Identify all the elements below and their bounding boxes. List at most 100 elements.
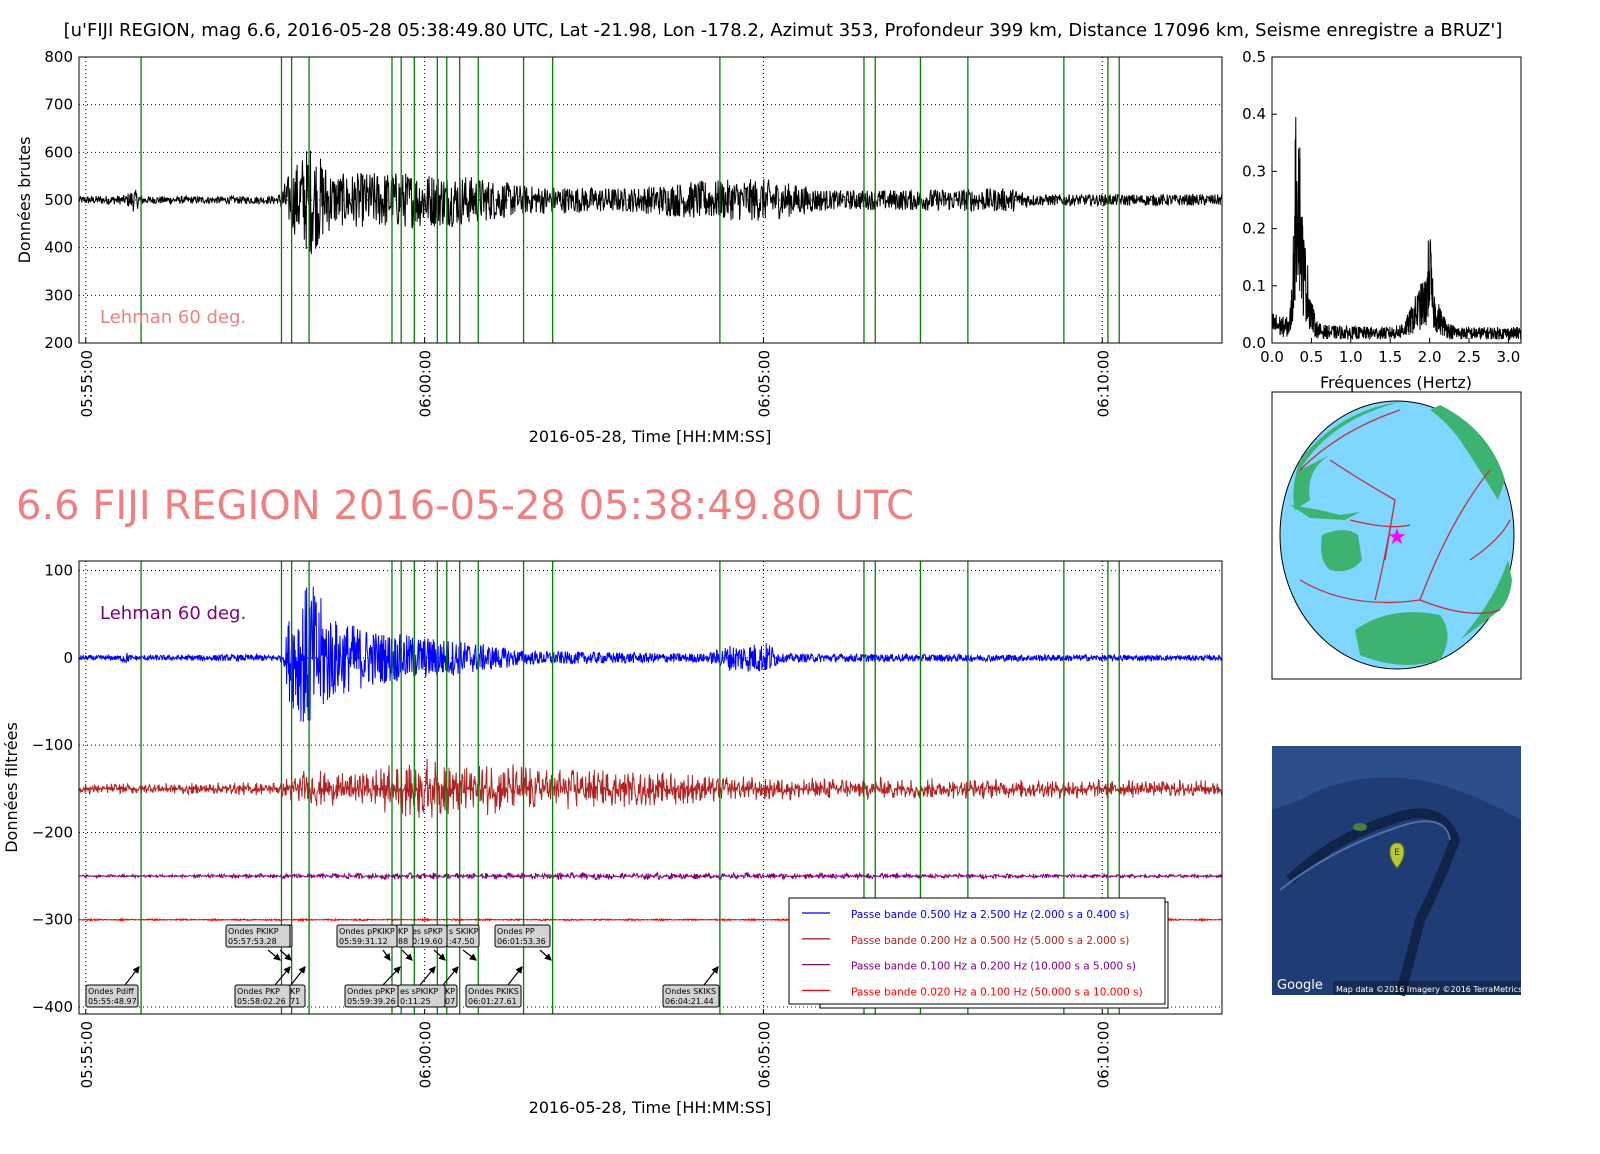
phase-arrow — [382, 949, 391, 961]
phase-arrow — [124, 966, 140, 986]
plate-boundaries — [1299, 409, 1511, 614]
spectrum-series — [1271, 116, 1522, 342]
phase-arrow — [433, 949, 446, 961]
y-tick-label: 0.4 — [1242, 105, 1266, 123]
phase-label-time: 06:04:21.44 — [665, 997, 714, 1006]
phase-label-name: Ondes pPKP — [347, 987, 395, 996]
phase-label-name: Ondes PP — [497, 927, 535, 936]
annotation-label: Lehman 60 deg. — [100, 603, 246, 624]
phase-arrow — [507, 966, 523, 986]
y-tick-label: −300 — [32, 911, 73, 929]
waveform-series-2 — [78, 871, 1222, 881]
phase-label-background — [662, 984, 720, 1008]
x-tick-label: 1.0 — [1339, 348, 1363, 366]
map-marker-label: E — [1394, 848, 1400, 858]
phase-label-time: 05:57:53.28 — [228, 937, 277, 946]
phase-label-name: Ondes PKP — [237, 987, 280, 996]
x-tick-label: 05:55:00 — [78, 1021, 96, 1088]
phase-arrow — [382, 966, 401, 986]
legend-frame — [788, 897, 1166, 1005]
x-tick-label: 06:10:00 — [1094, 350, 1112, 417]
y-tick-label: 0.1 — [1242, 277, 1266, 295]
phase-arrow — [279, 949, 292, 961]
x-tick-label: 0.0 — [1260, 348, 1284, 366]
plot-frame — [78, 560, 1223, 1015]
google-logo: Google — [1277, 978, 1323, 993]
phase-label-name: KP — [398, 927, 408, 936]
annotation-label: Lehman 60 deg. — [100, 307, 246, 328]
plot-frame — [78, 56, 1223, 344]
x-tick-label: 05:55:00 — [78, 350, 96, 417]
plot-frame — [1271, 56, 1522, 344]
y-tick-label: 0 — [63, 649, 73, 667]
x-tick-label: 06:00:00 — [417, 1021, 435, 1088]
x-tick-label: 2.0 — [1418, 348, 1442, 366]
y-tick-label: 0.5 — [1242, 48, 1266, 66]
y-tick-label: −400 — [32, 998, 73, 1016]
phase-arrow — [267, 949, 281, 961]
y-tick-label: 100 — [44, 562, 73, 580]
legend: Passe bande 0.500 Hz a 2.500 Hz (2.000 s… — [788, 897, 1169, 1009]
y-tick-label: 0.3 — [1242, 162, 1266, 180]
phase-arrow — [290, 966, 306, 986]
phase-label-background — [465, 984, 522, 1008]
phase-label-background — [225, 924, 291, 948]
map-attribution: Map data ©2016 Imagery ©2016 TerraMetric… — [1336, 985, 1522, 994]
phase-label-time: 06:01:53.36 — [497, 937, 546, 946]
y-tick-label: 0.2 — [1242, 220, 1266, 238]
phase-label-box: s SKIKP:47.50 — [446, 924, 480, 948]
phase-arrow — [462, 949, 477, 961]
y-tick-label: 400 — [44, 239, 73, 257]
x-tick-label: 06:05:00 — [755, 350, 773, 417]
phase-label-time: 0:11.25 — [400, 997, 431, 1006]
north-america-landmass — [1430, 405, 1505, 500]
phase-arrow — [419, 966, 436, 986]
indonesia-landmass — [1290, 505, 1360, 520]
phase-label-time: 0:19.60 — [412, 937, 443, 946]
satellite-map: E Google Map data ©2016 Imagery ©2016 Te… — [1272, 746, 1522, 997]
waveform-series-0 — [78, 586, 1223, 722]
phase-label-name: KP — [290, 987, 300, 996]
phase-label-name: Ondes PKIKS — [468, 987, 519, 996]
y-tick-label: −200 — [32, 823, 73, 841]
phase-arrow — [274, 966, 291, 986]
asia-landmass — [1293, 402, 1400, 510]
phase-arrow — [539, 949, 552, 961]
phase-label-time: 88 — [398, 937, 408, 946]
phase-label-time: 05:55:48.97 — [88, 997, 137, 1006]
phase-arrow — [703, 966, 719, 986]
phase-label-time: 05:59:39.26 — [347, 997, 396, 1006]
waveform-series-1 — [78, 758, 1223, 818]
phase-arrow — [442, 966, 459, 986]
australia-landmass — [1321, 530, 1362, 572]
y-tick-label: 200 — [44, 334, 73, 352]
phase-label-time: :47.50 — [449, 937, 475, 946]
phase-label-time: 07 — [445, 997, 455, 1006]
phase-label-name: Ondes Pdiff — [88, 987, 134, 996]
phase-label-name: Ondes SKIKS — [665, 987, 716, 996]
phase-label-time: 05:58:02.26 — [237, 997, 286, 1006]
x-axis-label: Fréquences (Hertz) — [1320, 373, 1472, 392]
event-title: 6.6 FIJI REGION 2016-05-28 05:38:49.80 U… — [16, 483, 914, 529]
globe-map: ★ — [1271, 391, 1522, 680]
filtered-data-plot: 05:55:00 06:00:00 06:05:00 06:10:00 100 0 −100… — [2, 560, 1223, 1117]
phase-label-name: Ondes pPKIKP — [339, 927, 395, 936]
phase-label-name: KP — [445, 987, 455, 996]
phase-label-background — [85, 984, 139, 1008]
legend-entry: Passe bande 0.200 Hz a 0.500 Hz (5.000 s… — [851, 935, 1129, 947]
epicenter-star-icon: ★ — [1387, 525, 1407, 550]
y-tick-label: 700 — [44, 96, 73, 114]
waveform-series-0 — [78, 150, 1223, 255]
phase-label-time: 71 — [290, 997, 300, 1006]
y-tick-label: 300 — [44, 286, 73, 304]
phase-label-name: es sPKP — [412, 927, 443, 936]
map-marker-icon[interactable] — [1389, 842, 1405, 869]
x-tick-label: 06:10:00 — [1094, 1021, 1112, 1088]
figure-title: [u'FIJI REGION, mag 6.6, 2016-05-28 05:3… — [64, 20, 1503, 41]
